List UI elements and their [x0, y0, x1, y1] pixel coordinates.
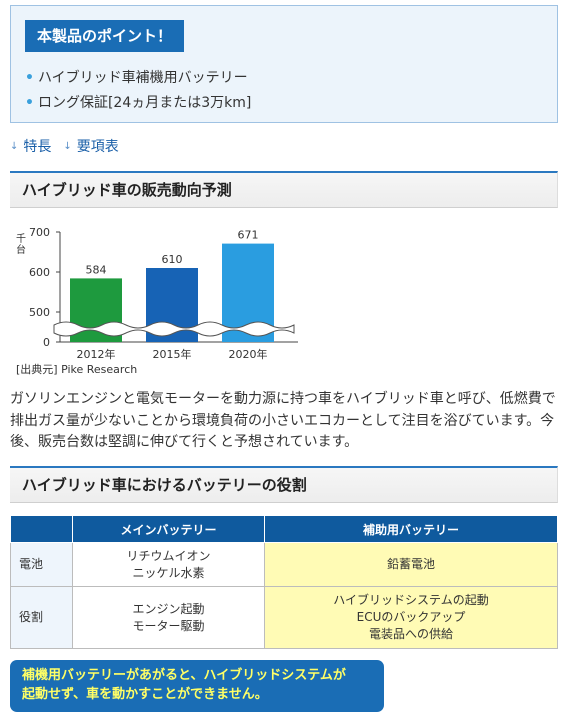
chart-svg: 700 600 500 0 584 610 671 2012年 2015年 2020年 [出典…	[16, 226, 298, 376]
cell-aux-role: ハイブリッドシステムの起動 ECUのバックアップ 電装品への供給	[264, 586, 558, 649]
table-header-row: メインバッテリー 補助用バッテリー	[10, 515, 558, 543]
hybrid-description: ガソリンエンジンと電気モーターを動力源に持つ車をハイブリッド車と呼び、低燃費で排…	[10, 391, 556, 450]
y-tick-label: 600	[29, 266, 50, 279]
y-tick-label: 0	[43, 336, 50, 349]
product-points-list: • ハイブリッド車補機用バッテリー • ロング保証[24ヵ月または3万km]	[25, 66, 251, 116]
data-label: 584	[86, 263, 107, 276]
page-anchor-links: ↓ 特長 ↓ 要項表	[10, 136, 119, 156]
section-title-sales-forecast: ハイブリッド車の販売動向予測	[10, 171, 558, 208]
x-tick-label: 2012年	[77, 347, 116, 361]
x-tick-label: 2015年	[153, 347, 192, 361]
x-tick-label: 2020年	[229, 347, 268, 361]
cell-main-role: エンジン起動 モーター駆動	[72, 586, 265, 649]
arrow-down-icon: ↓	[10, 140, 19, 152]
chart-source: [出典元] Pike Research	[16, 362, 137, 376]
battery-role-table: メインバッテリー 補助用バッテリー 電池 リチウムイオン ニッケル水素 鉛蓄電池…	[10, 515, 558, 649]
row-label-battery: 電池	[10, 542, 73, 587]
cell-main-battery: リチウムイオン ニッケル水素	[72, 542, 265, 587]
table-header-main: メインバッテリー	[72, 515, 265, 543]
product-points-box: 本製品のポイント！ • ハイブリッド車補機用バッテリー • ロング保証[24ヵ月また…	[10, 5, 558, 123]
table-row: 電池 リチウムイオン ニッケル水素 鉛蓄電池	[10, 542, 558, 587]
data-label: 671	[238, 229, 259, 242]
data-label: 610	[162, 253, 183, 266]
table-row: 役割 エンジン起動 モーター駆動 ハイブリッドシステムの起動 ECUのバックアッ…	[10, 586, 558, 649]
table-header-aux: 補助用バッテリー	[264, 515, 558, 543]
point-item: • ロング保証[24ヵ月または3万km]	[25, 95, 252, 111]
section-title-battery-role: ハイブリッド車におけるバッテリーの役割	[10, 466, 558, 503]
y-tick-label: 500	[29, 306, 50, 319]
anchor-link-features[interactable]: ↓ 特長	[10, 139, 52, 155]
row-label-role: 役割	[10, 586, 73, 649]
bars: 584 610 671	[70, 229, 274, 342]
y-ticks: 700 600 500 0	[29, 226, 60, 349]
cell-aux-battery: 鉛蓄電池	[264, 542, 558, 587]
y-tick-label: 700	[29, 226, 50, 239]
product-points-title: 本製品のポイント！	[25, 20, 185, 52]
bullet-icon: •	[25, 70, 34, 86]
table-header-blank	[10, 515, 73, 543]
arrow-down-icon: ↓	[63, 140, 72, 152]
axis-break-wave	[53, 321, 295, 337]
y-unit-char: 千	[16, 233, 26, 245]
y-unit-char: 台	[16, 243, 26, 256]
x-tick-labels: 2012年 2015年 2020年	[77, 347, 268, 361]
bullet-icon: •	[25, 95, 34, 111]
anchor-link-specs[interactable]: ↓ 要項表	[63, 139, 119, 155]
point-item: • ハイブリッド車補機用バッテリー	[25, 70, 248, 86]
battery-warning-notice: 補機用バッテリーがあがると、ハイブリッドシステムが 起動せず、車を動かすことがで…	[10, 660, 384, 712]
sales-forecast-chart: 700 600 500 0 584 610 671 2012年 2015年 2020年 [出典…	[10, 220, 310, 380]
